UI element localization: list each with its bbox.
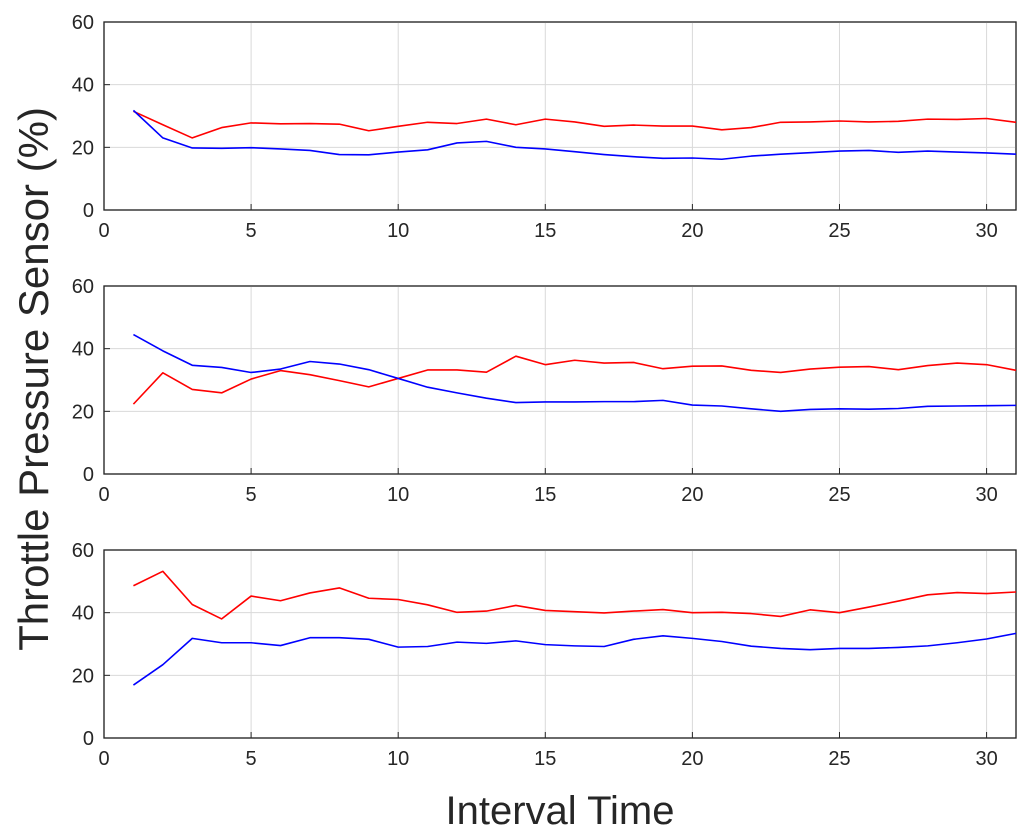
series-line-red — [133, 570, 1017, 620]
subplot-2: 0 5 10 15 20 25 30 0 20 40 60 — [72, 276, 1017, 506]
x-tick-label: 10 — [387, 220, 409, 242]
y-tick-label: 40 — [72, 75, 94, 97]
x-tick-label: 20 — [681, 748, 703, 770]
subplots: 0 5 10 15 20 25 30 0 20 40 60 0 5 10 15 20 25 30 0 20 40 60 0 5… — [72, 12, 1017, 770]
x-tick-label: 10 — [387, 484, 409, 506]
series-line-blue — [133, 333, 1017, 413]
axes-frame — [103, 285, 1017, 475]
y-tick-label: 60 — [72, 276, 94, 298]
y-tick-label: 0 — [83, 464, 94, 486]
series-line-red — [133, 110, 1017, 139]
y-tick-label: 20 — [72, 665, 94, 687]
y-tick-label: 0 — [83, 728, 94, 750]
x-tick-label: 15 — [534, 748, 556, 770]
x-tick-label: 0 — [98, 484, 109, 506]
axes-frame — [103, 21, 1017, 211]
x-tick-label: 30 — [975, 220, 997, 242]
x-tick-label: 20 — [681, 484, 703, 506]
x-tick-label: 25 — [828, 748, 850, 770]
y-tick-label: 60 — [72, 540, 94, 562]
x-tick-label: 15 — [534, 220, 556, 242]
subplot-1: 0 5 10 15 20 25 30 0 20 40 60 — [72, 12, 1017, 242]
plot-area — [103, 21, 1017, 211]
axes-frame — [103, 549, 1017, 739]
y-tick-label: 0 — [83, 200, 94, 222]
x-tick-label: 25 — [828, 484, 850, 506]
x-tick-label: 5 — [246, 220, 257, 242]
x-tick-label: 30 — [975, 748, 997, 770]
y-tick-label: 40 — [72, 603, 94, 625]
y-tick-label: 20 — [72, 137, 94, 159]
x-tick-label: 5 — [246, 748, 257, 770]
x-tick-label: 0 — [98, 748, 109, 770]
x-tick-label: 25 — [828, 220, 850, 242]
subplot-3: 0 5 10 15 20 25 30 0 20 40 60 — [72, 540, 1017, 770]
x-tick-label: 0 — [98, 220, 109, 242]
series-line-red — [132, 355, 1017, 405]
y-axis-title: Throttle Pressure Sensor (%) — [10, 107, 57, 651]
y-tick-label: 40 — [72, 339, 94, 361]
plot-area — [103, 549, 1017, 739]
plot-area — [103, 285, 1017, 475]
x-tick-label: 15 — [534, 484, 556, 506]
x-tick-label: 30 — [975, 484, 997, 506]
x-tick-label: 10 — [387, 748, 409, 770]
x-tick-label: 5 — [246, 484, 257, 506]
y-tick-label: 20 — [72, 401, 94, 423]
series-line-blue — [132, 632, 1017, 686]
x-tick-label: 20 — [681, 220, 703, 242]
series-line-blue — [132, 109, 1017, 161]
y-tick-label: 60 — [72, 12, 94, 34]
x-axis-title: Interval Time — [446, 789, 675, 833]
